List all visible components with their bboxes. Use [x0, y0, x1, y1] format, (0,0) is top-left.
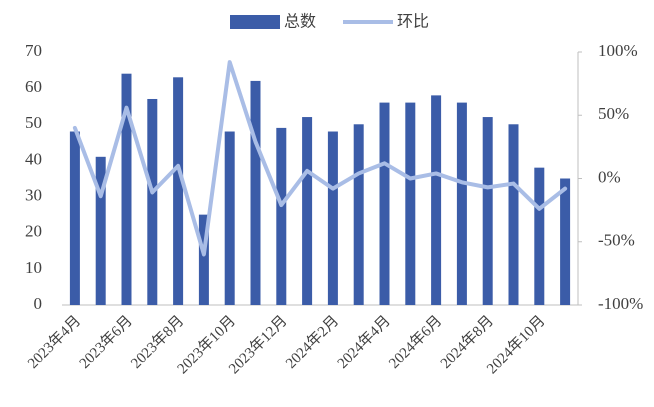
x-tick-label: 2024年2月 [282, 312, 342, 372]
bar [482, 117, 493, 305]
legend-label: 总数 [284, 12, 316, 31]
y-tick-label: 10 [25, 258, 42, 277]
y-tick-label: 0 [34, 294, 43, 313]
x-tick-label: 2023年4月 [24, 312, 84, 372]
bar [121, 73, 132, 305]
bar [224, 131, 235, 305]
line [72, 60, 568, 257]
y-tick-label: 40 [25, 149, 42, 168]
bar [250, 80, 261, 306]
y-tick-label: 50 [25, 113, 42, 132]
bar [69, 131, 80, 305]
y2-tick-label: -100% [598, 294, 643, 313]
x-tick-label: 2024年4月 [334, 312, 394, 372]
legend-label: 环比 [397, 12, 429, 31]
bar [405, 102, 416, 305]
bar [560, 178, 571, 305]
y-tick-label: 70 [25, 41, 42, 60]
bar [534, 167, 545, 305]
bar [276, 127, 287, 306]
x-tick-label: 2023年6月 [76, 312, 136, 372]
bar [95, 156, 106, 305]
bar [431, 95, 442, 305]
y2-tick-label: 50% [598, 104, 629, 123]
bar [508, 124, 519, 306]
bar [456, 102, 467, 305]
y2-tick-label: 0% [598, 167, 621, 186]
y2-tick-label: 100% [598, 41, 638, 60]
bar [198, 214, 209, 305]
bar [302, 117, 313, 305]
bar [147, 98, 158, 305]
x-tick-label: 2024年6月 [386, 312, 446, 372]
bar [327, 131, 338, 305]
y-tick-label: 30 [25, 185, 42, 204]
bar [379, 102, 390, 305]
bar [353, 124, 364, 306]
y2-tick-label: -50% [598, 231, 635, 250]
y-tick-label: 60 [25, 77, 42, 96]
bar [173, 77, 184, 305]
y-tick-label: 20 [25, 222, 42, 241]
legend-swatch [230, 15, 280, 29]
